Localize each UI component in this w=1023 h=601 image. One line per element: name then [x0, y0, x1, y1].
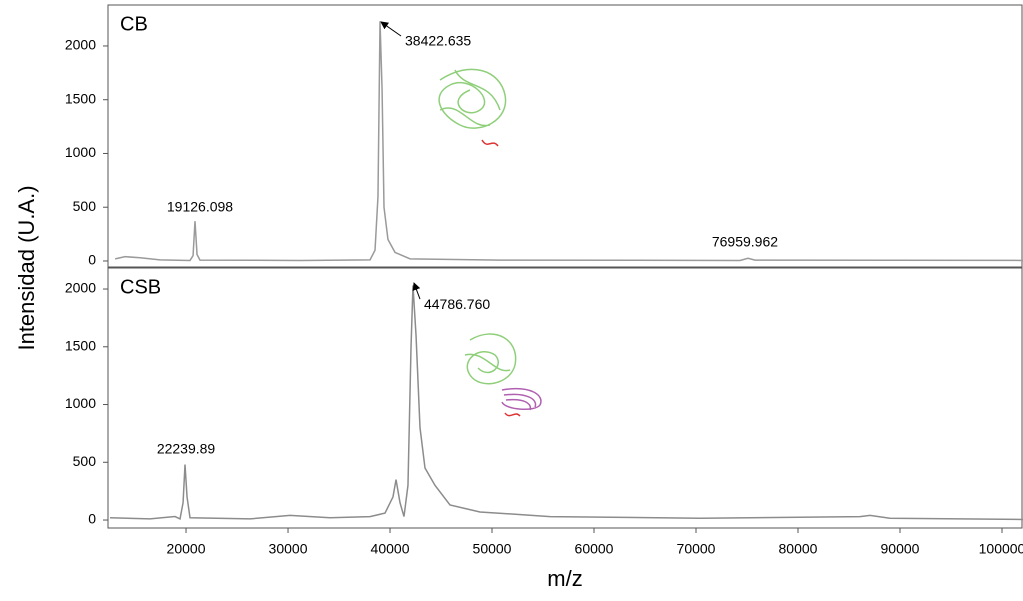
y-axis-label: Intensidad (U.A.) [14, 185, 39, 350]
panel-label: CSB [120, 276, 161, 298]
protein-icon [438, 68, 542, 417]
x-tick-label: 30000 [269, 541, 308, 557]
peak-label: 19126.098 [167, 199, 233, 215]
x-tick-label: 60000 [575, 541, 614, 557]
y-tick-label: 2000 [65, 280, 96, 296]
plot-frame [107, 4, 1023, 268]
peak-arrow [412, 282, 421, 300]
spectrum-line [114, 21, 1023, 262]
plot-frame [107, 267, 1023, 529]
y-tick-label: 0 [88, 511, 96, 527]
y-tick-label: 2000 [65, 37, 96, 53]
y-tick-label: 1500 [65, 90, 96, 106]
x-axis-label: m/z [547, 566, 582, 591]
y-tick-label: 500 [73, 198, 97, 214]
panel-label: CB [120, 13, 148, 35]
y-tick-label: 1000 [65, 395, 96, 411]
peak-label: 76959.962 [712, 234, 778, 250]
peak-arrow [380, 21, 402, 37]
peak-label: 44786.760 [424, 296, 490, 312]
x-tick-label: 50000 [473, 541, 512, 557]
x-tick-label: 20000 [167, 541, 206, 557]
x-tick-label: 100000 [979, 541, 1023, 557]
y-tick-label: 500 [73, 453, 97, 469]
x-tick-label: 40000 [371, 541, 410, 557]
y-tick-label: 0 [88, 252, 96, 268]
x-tick-label: 80000 [779, 541, 818, 557]
spectrum-line [110, 285, 1023, 521]
peak-label: 22239.89 [157, 441, 216, 457]
y-tick-label: 1500 [65, 337, 96, 353]
x-tick-label: 90000 [881, 541, 920, 557]
peak-label: 38422.635 [405, 33, 471, 49]
x-tick-label: 70000 [677, 541, 716, 557]
y-tick-label: 1000 [65, 144, 96, 160]
